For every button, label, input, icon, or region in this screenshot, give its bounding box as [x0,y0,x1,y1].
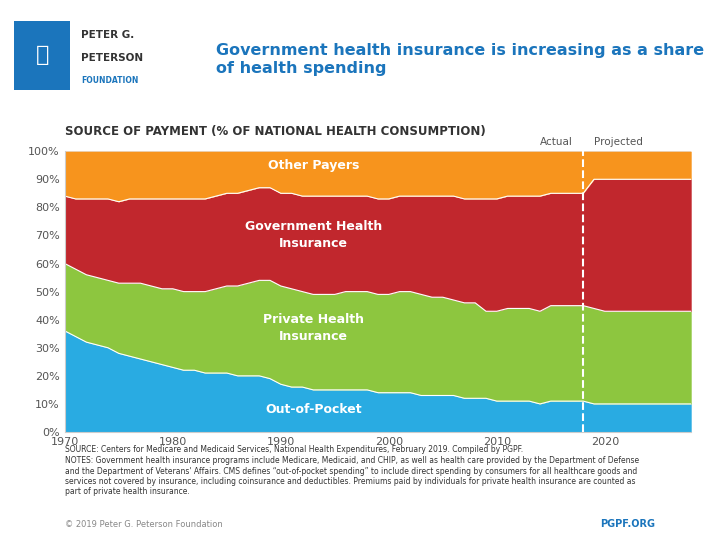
Text: Other Payers: Other Payers [268,159,359,172]
Text: PETERSON: PETERSON [81,53,143,63]
Text: Actual: Actual [539,137,572,147]
Text: Government health insurance is increasing as a share of health spending: Government health insurance is increasin… [216,43,704,76]
Text: PGPF.ORG: PGPF.ORG [600,519,655,529]
Text: Private Health
Insurance: Private Health Insurance [263,313,364,343]
Text: 🏛: 🏛 [35,45,49,65]
Text: Government Health
Insurance: Government Health Insurance [245,220,382,251]
Text: SOURCE OF PAYMENT (% OF NATIONAL HEALTH CONSUMPTION): SOURCE OF PAYMENT (% OF NATIONAL HEALTH … [65,125,485,138]
Text: FOUNDATION: FOUNDATION [81,76,138,85]
Text: NOTES: Government health insurance programs include Medicare, Medicaid, and CHIP: NOTES: Government health insurance progr… [65,456,639,496]
Text: SOURCE: Centers for Medicare and Medicaid Services, National Health Expenditures: SOURCE: Centers for Medicare and Medicai… [65,446,523,455]
Text: Projected: Projected [594,137,643,147]
Text: Out-of-Pocket: Out-of-Pocket [265,403,361,416]
Bar [14,21,70,90]
Text: PETER G.: PETER G. [81,30,134,40]
Text: © 2019 Peter G. Peterson Foundation: © 2019 Peter G. Peterson Foundation [65,520,222,529]
